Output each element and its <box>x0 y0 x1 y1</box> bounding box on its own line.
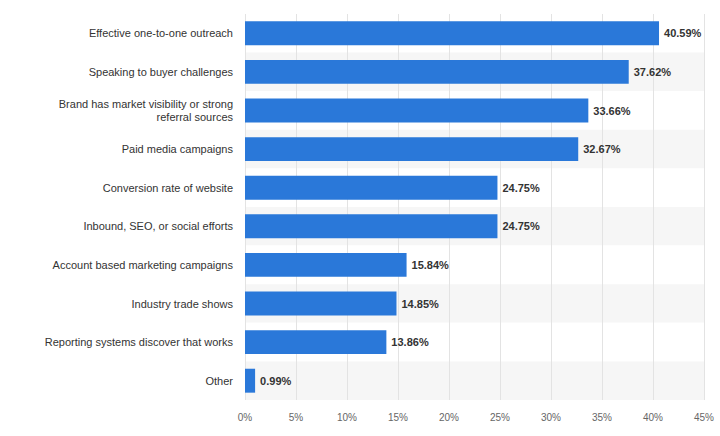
svg-text:32.67%: 32.67% <box>583 143 621 155</box>
svg-text:Brand has market visibility or: Brand has market visibility or strong <box>59 98 233 110</box>
svg-text:24.75%: 24.75% <box>502 182 540 194</box>
svg-text:30%: 30% <box>541 412 561 423</box>
svg-text:14.85%: 14.85% <box>401 298 439 310</box>
svg-text:0.99%: 0.99% <box>260 375 291 387</box>
svg-text:45%: 45% <box>694 412 714 423</box>
svg-text:15.84%: 15.84% <box>412 259 450 271</box>
svg-text:Paid media campaigns: Paid media campaigns <box>122 143 234 155</box>
svg-text:Effective one-to-one outreach: Effective one-to-one outreach <box>89 27 233 39</box>
svg-text:Other: Other <box>205 375 233 387</box>
svg-text:Speaking to buyer challenges: Speaking to buyer challenges <box>89 66 234 78</box>
svg-text:33.66%: 33.66% <box>593 105 631 117</box>
svg-text:0%: 0% <box>238 412 253 423</box>
svg-text:40%: 40% <box>643 412 663 423</box>
svg-text:Inbound, SEO, or social effort: Inbound, SEO, or social efforts <box>83 220 233 232</box>
svg-text:37.62%: 37.62% <box>634 66 672 78</box>
svg-text:Account based marketing campai: Account based marketing campaigns <box>53 259 234 271</box>
svg-text:35%: 35% <box>592 412 612 423</box>
svg-text:24.75%: 24.75% <box>502 220 540 232</box>
svg-text:5%: 5% <box>289 412 304 423</box>
svg-text:10%: 10% <box>337 412 357 423</box>
svg-text:Conversion rate of website: Conversion rate of website <box>103 182 233 194</box>
svg-text:40.59%: 40.59% <box>664 27 702 39</box>
svg-text:20%: 20% <box>439 412 459 423</box>
svg-text:Industry trade shows: Industry trade shows <box>132 298 234 310</box>
svg-text:15%: 15% <box>388 412 408 423</box>
svg-text:25%: 25% <box>490 412 510 423</box>
svg-text:Reporting systems discover tha: Reporting systems discover that works <box>45 336 234 348</box>
svg-text:referral sources: referral sources <box>157 111 234 123</box>
svg-text:13.86%: 13.86% <box>391 336 429 348</box>
